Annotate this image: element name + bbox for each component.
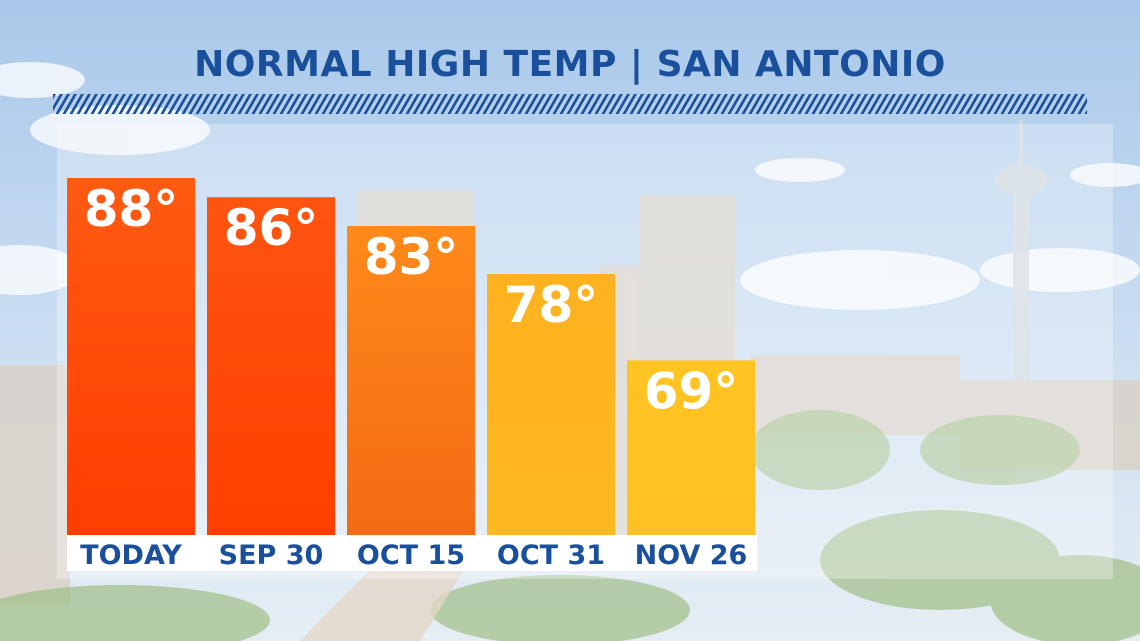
value-label: 69°: [644, 362, 739, 420]
category-label: OCT 31: [497, 540, 605, 571]
value-label: 88°: [84, 180, 179, 238]
value-label: 78°: [504, 276, 599, 334]
value-label: 86°: [224, 199, 319, 257]
bar-oct-15: [347, 226, 475, 535]
category-label: OCT 15: [357, 540, 465, 571]
category-label-strip: [67, 535, 757, 571]
chart-title: NORMAL HIGH TEMP | SAN ANTONIO: [194, 44, 946, 85]
bar-today: [67, 178, 195, 535]
hatched-divider: [53, 94, 1087, 114]
bar-nov-26: [627, 360, 755, 535]
category-label: NOV 26: [635, 540, 748, 571]
category-label: TODAY: [80, 540, 182, 571]
bar-oct-31: [487, 274, 615, 535]
bar-sep-30: [207, 197, 335, 535]
category-label: SEP 30: [219, 540, 324, 571]
value-label: 83°: [364, 228, 459, 286]
